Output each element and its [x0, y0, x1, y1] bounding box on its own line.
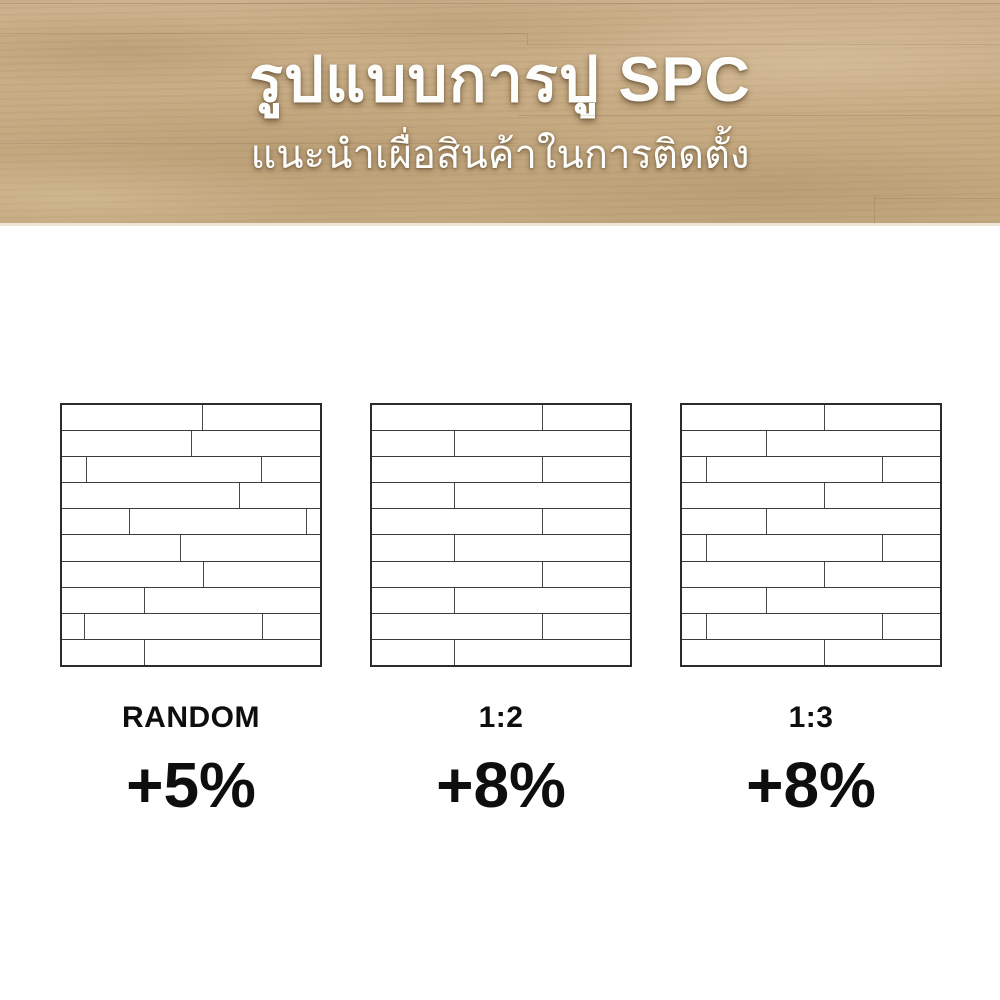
plank-joint: [706, 535, 708, 561]
plank-joint: [542, 613, 544, 639]
wood-seam: [518, 115, 1000, 116]
plank-joint: [306, 509, 308, 535]
plank-row: [682, 509, 940, 536]
plank-joint: [706, 613, 708, 639]
pattern-name-label: 1:3: [788, 701, 834, 734]
plank-pattern-diagram-1-2: [370, 403, 632, 667]
plank-joint: [190, 431, 192, 457]
plank-row: [62, 561, 320, 588]
plank-joint: [262, 613, 264, 639]
wood-seam: [0, 3, 1000, 4]
plank-joint: [824, 405, 826, 431]
plank-joint: [453, 483, 455, 509]
plank-joint: [542, 405, 544, 431]
wood-seam: [874, 196, 875, 224]
plank-row: [682, 405, 940, 432]
plank-joint: [179, 535, 181, 561]
plank-row: [372, 431, 630, 458]
plank-row: [682, 483, 940, 510]
plank-joint: [542, 457, 544, 483]
plank-row: [62, 535, 320, 562]
page-subtitle: แนะนำเผื่อสินค้าในการติดตั้ง: [250, 132, 750, 177]
waste-percentage-label: +8%: [746, 749, 876, 821]
wood-seam: [874, 198, 1000, 199]
plank-joint: [706, 457, 708, 483]
plank-row: [62, 457, 320, 484]
plank-row: [682, 431, 940, 458]
plank-row: [682, 561, 940, 588]
plank-row: [62, 431, 320, 458]
plank-joint: [824, 639, 826, 665]
plank-row: [62, 613, 320, 640]
wood-seam: [527, 44, 1000, 45]
plank-joint: [453, 639, 455, 665]
plank-joint: [542, 509, 544, 535]
plank-joint: [881, 457, 883, 483]
plank-row: [682, 587, 940, 614]
plank-joint: [542, 561, 544, 587]
plank-joint: [453, 587, 455, 613]
plank-row: [372, 535, 630, 562]
wood-seam: [527, 33, 528, 45]
plank-joint: [144, 587, 146, 613]
header-banner: รูปแบบการปู SPC แนะนำเผื่อสินค้าในการติด…: [0, 0, 1000, 226]
plank-joint: [144, 639, 146, 665]
plank-pattern-diagram-1-3: [680, 403, 942, 667]
plank-joint: [824, 483, 826, 509]
plank-joint: [765, 587, 767, 613]
wood-seam: [0, 33, 527, 34]
plank-row: [682, 613, 940, 640]
pattern-card-1-2: 1:2 +8%: [370, 403, 632, 817]
plank-row: [682, 639, 940, 665]
pattern-cards: RANDOM +5% 1:2 +8% 1:3 +8%: [60, 403, 942, 817]
plank-joint: [765, 509, 767, 535]
plank-pattern-diagram-random: [60, 403, 322, 667]
wood-seam: [0, 143, 518, 144]
plank-row: [62, 405, 320, 432]
pattern-card-1-3: 1:3 +8%: [680, 403, 942, 817]
plank-joint: [202, 561, 204, 587]
plank-joint: [824, 561, 826, 587]
plank-row: [62, 639, 320, 665]
plank-row: [372, 483, 630, 510]
plank-joint: [202, 405, 204, 431]
plank-joint: [129, 509, 131, 535]
plank-row: [62, 587, 320, 614]
plank-joint: [84, 613, 86, 639]
plank-row: [62, 483, 320, 510]
page-title: รูปแบบการปู SPC: [249, 45, 751, 116]
plank-row: [682, 535, 940, 562]
plank-joint: [239, 483, 241, 509]
pattern-name-label: RANDOM: [122, 701, 260, 734]
plank-joint: [453, 535, 455, 561]
pattern-name-label: 1:2: [478, 701, 524, 734]
pattern-card-random: RANDOM +5%: [60, 403, 322, 817]
plank-joint: [261, 457, 263, 483]
plank-row: [372, 639, 630, 665]
plank-row: [372, 561, 630, 588]
waste-percentage-label: +5%: [126, 749, 256, 821]
plank-joint: [881, 535, 883, 561]
plank-row: [372, 509, 630, 536]
waste-percentage-label: +8%: [436, 749, 566, 821]
plank-row: [372, 587, 630, 614]
plank-row: [372, 613, 630, 640]
plank-row: [372, 405, 630, 432]
plank-joint: [453, 431, 455, 457]
plank-row: [682, 457, 940, 484]
plank-row: [372, 457, 630, 484]
plank-joint: [881, 613, 883, 639]
plank-row: [62, 509, 320, 536]
plank-joint: [85, 457, 87, 483]
plank-joint: [765, 431, 767, 457]
